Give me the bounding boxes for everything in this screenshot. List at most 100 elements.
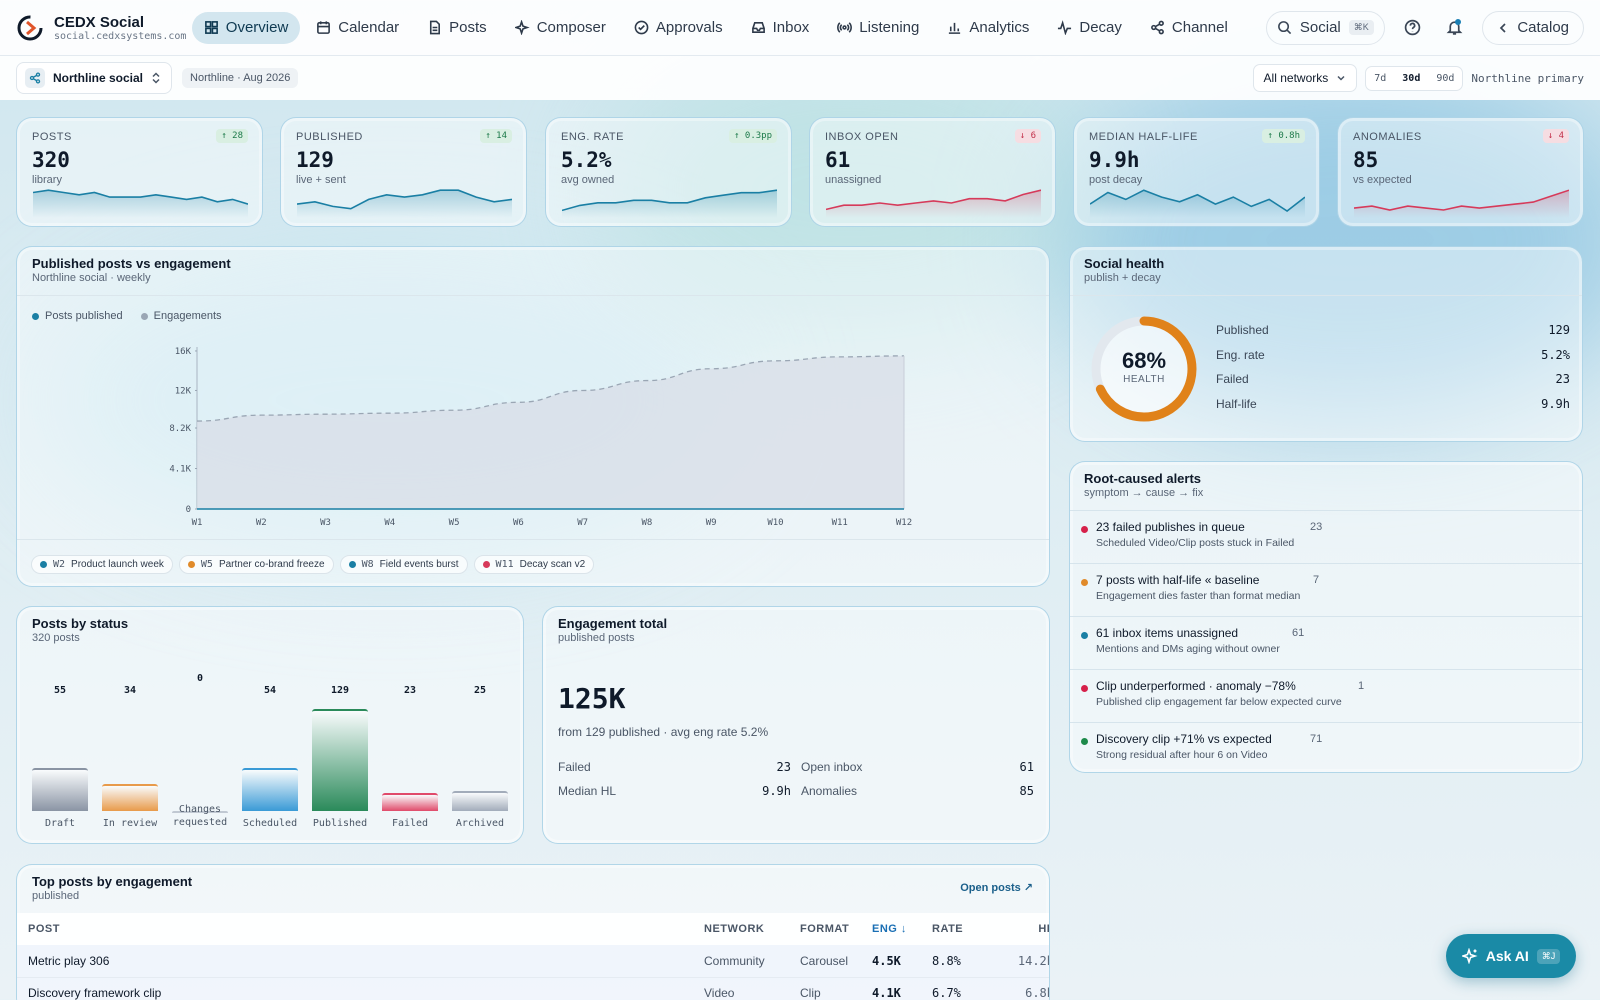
engagement-label: Median HL bbox=[558, 784, 617, 798]
table-row[interactable]: Discovery framework clip Video Clip 4.1K… bbox=[17, 977, 1049, 1000]
engagement-label: Anomalies bbox=[801, 784, 858, 798]
sparkline-area bbox=[1090, 190, 1305, 218]
radio-icon bbox=[837, 22, 853, 33]
workspace-select[interactable]: Northline social bbox=[16, 62, 173, 94]
x-tick-label: W2 bbox=[256, 518, 267, 528]
column-post[interactable]: POST bbox=[17, 913, 704, 945]
alert-subtitle: Engagement dies faster than format media… bbox=[1096, 590, 1301, 602]
bar-chart-icon bbox=[949, 22, 961, 34]
range-30d[interactable]: 30d bbox=[1402, 72, 1421, 84]
nav-inbox[interactable]: Inbox bbox=[739, 12, 822, 44]
legend-posts-published[interactable]: Posts published bbox=[32, 310, 123, 322]
status-bar[interactable] bbox=[242, 768, 298, 811]
kpi-note: library bbox=[32, 174, 62, 186]
nav-calendar[interactable]: Calendar bbox=[304, 12, 411, 44]
alert-item[interactable]: 7 posts with half-life « baseline 7 Enga… bbox=[1070, 563, 1582, 615]
status-bar-value: 0 bbox=[196, 673, 204, 684]
status-bar[interactable] bbox=[102, 784, 158, 811]
kpi-note: unassigned bbox=[825, 174, 882, 186]
legend-engagements[interactable]: Engagements bbox=[140, 310, 222, 322]
health-value: 5.2% bbox=[1541, 347, 1570, 362]
range-7d[interactable]: 7d bbox=[1374, 72, 1387, 84]
event-chip[interactable]: W2 Product launch week bbox=[31, 555, 173, 574]
notifications-button[interactable] bbox=[1441, 12, 1469, 44]
column-network[interactable]: NETWORK bbox=[704, 913, 800, 945]
alert-item[interactable]: Discovery clip +71% vs expected 71 Stron… bbox=[1070, 722, 1582, 774]
health-value: 23 bbox=[1555, 372, 1570, 387]
chevron-down-icon bbox=[1337, 75, 1345, 81]
alert-dot bbox=[1081, 579, 1088, 586]
primary-label: Northline primary bbox=[1471, 71, 1584, 85]
event-week: W11 bbox=[495, 559, 514, 570]
table-row[interactable]: Metric play 306 Community Carousel 4.5K … bbox=[17, 945, 1049, 978]
post-hl: 6.8h bbox=[988, 977, 1049, 1000]
status-bar-label: Archived bbox=[455, 818, 505, 829]
nav-listening[interactable]: Listening bbox=[825, 12, 931, 44]
open-posts-link[interactable]: Open posts ↗ bbox=[960, 882, 1033, 894]
kpi-card-inbox-open[interactable]: INBOX OPEN 61 unassigned ↓ 6 bbox=[809, 117, 1056, 227]
event-annotations: W2 Product launch week W5 Partner co-bra… bbox=[31, 555, 595, 574]
sparkline-area bbox=[297, 190, 512, 218]
alert-subtitle: Published clip engagement far below expe… bbox=[1096, 696, 1342, 708]
status-bar[interactable] bbox=[452, 791, 508, 811]
alert-dot bbox=[1081, 632, 1088, 639]
nav-analytics[interactable]: Analytics bbox=[935, 12, 1041, 44]
sparkline-area bbox=[826, 190, 1041, 218]
status-bar[interactable] bbox=[382, 793, 438, 811]
top-nav: CEDX Social social.cedxsystems.com Overv… bbox=[0, 0, 1600, 56]
nav-approvals[interactable]: Approvals bbox=[622, 12, 735, 44]
alert-item[interactable]: 23 failed publishes in queue 23 Schedule… bbox=[1070, 510, 1582, 562]
alerts-card: Root-caused alerts symptom → cause → fix… bbox=[1069, 461, 1583, 773]
ask-ai-button[interactable]: Ask AI ⌘J bbox=[1446, 934, 1576, 978]
search-input[interactable]: Social ⌘K bbox=[1265, 10, 1385, 45]
health-row: Eng. rate 5.2% bbox=[1216, 343, 1570, 368]
nav-label: Analytics bbox=[969, 19, 1030, 36]
alert-item[interactable]: Clip underperformed · anomaly −78% 1 Pub… bbox=[1070, 669, 1582, 721]
kpi-delta: ↓ 4 bbox=[1542, 129, 1569, 143]
column-eng[interactable]: ENG ↓ bbox=[872, 913, 932, 945]
sparkline-area bbox=[33, 190, 248, 218]
kpi-sparkline bbox=[1354, 189, 1569, 218]
post-name: Discovery framework clip bbox=[17, 977, 704, 1000]
range-toggle: 7d 30d 90d bbox=[1365, 65, 1464, 91]
kpi-card-eng-rate[interactable]: ENG. RATE 5.2% avg owned ↑ 0.3pp bbox=[545, 117, 792, 227]
search-shortcut: ⌘K bbox=[1348, 20, 1374, 35]
nav-label: Composer bbox=[536, 19, 606, 36]
network-select[interactable]: All networks bbox=[1252, 64, 1358, 92]
status-bar[interactable] bbox=[312, 709, 368, 811]
kpi-card-posts[interactable]: POSTS 320 library ↑ 28 bbox=[16, 117, 263, 227]
post-eng: 4.1K bbox=[872, 977, 932, 1000]
nav-channel[interactable]: Channel bbox=[1138, 12, 1250, 44]
chart-legend: Posts published Engagements bbox=[32, 310, 1034, 322]
column-rate[interactable]: RATE bbox=[932, 913, 988, 945]
alert-item[interactable]: 61 inbox items unassigned 61 Mentions an… bbox=[1070, 616, 1582, 668]
period-chip: Northline · Aug 2026 bbox=[182, 68, 299, 88]
engagement-subtitle: published posts bbox=[558, 632, 635, 644]
column-hl[interactable]: HL bbox=[988, 913, 1049, 945]
kpi-card-anomalies[interactable]: ANOMALIES 85 vs expected ↓ 4 bbox=[1337, 117, 1584, 227]
nav-overview[interactable]: Overview bbox=[191, 11, 301, 44]
kpi-label: MEDIAN HALF-LIFE bbox=[1089, 131, 1198, 143]
event-chip[interactable]: W8 Field events burst bbox=[339, 555, 468, 574]
engagement-value: 9.9h bbox=[762, 784, 791, 798]
status-bar[interactable] bbox=[32, 768, 88, 811]
top-posts-subtitle: published bbox=[32, 890, 80, 902]
nav-composer[interactable]: Composer bbox=[503, 12, 618, 44]
event-chip[interactable]: W11 Decay scan v2 bbox=[473, 555, 595, 574]
nav-posts[interactable]: Posts bbox=[415, 12, 499, 44]
range-90d[interactable]: 90d bbox=[1436, 72, 1455, 84]
health-label: Half-life bbox=[1216, 396, 1257, 411]
status-bar[interactable] bbox=[172, 811, 228, 813]
column-format[interactable]: FORMAT bbox=[800, 913, 872, 945]
catalog-button[interactable]: Catalog bbox=[1482, 10, 1585, 45]
kpi-card-half-life[interactable]: MEDIAN HALF-LIFE 9.9h post decay ↑ 0.8h bbox=[1073, 117, 1320, 227]
event-chip[interactable]: W5 Partner co-brand freeze bbox=[178, 555, 334, 574]
health-label: Failed bbox=[1216, 372, 1249, 387]
health-row: Failed 23 bbox=[1216, 367, 1570, 392]
kpi-card-published[interactable]: PUBLISHED 129 live + sent ↑ 14 bbox=[280, 117, 527, 227]
nav-decay[interactable]: Decay bbox=[1045, 12, 1134, 44]
brand[interactable]: CEDX Social social.cedxsystems.com bbox=[16, 14, 188, 42]
status-bar-value: 23 bbox=[403, 685, 417, 696]
engagement-stats: Failed 23 Open inbox 61 Median HL 9.9h Anom… bbox=[558, 755, 1034, 803]
help-button[interactable] bbox=[1399, 12, 1427, 44]
